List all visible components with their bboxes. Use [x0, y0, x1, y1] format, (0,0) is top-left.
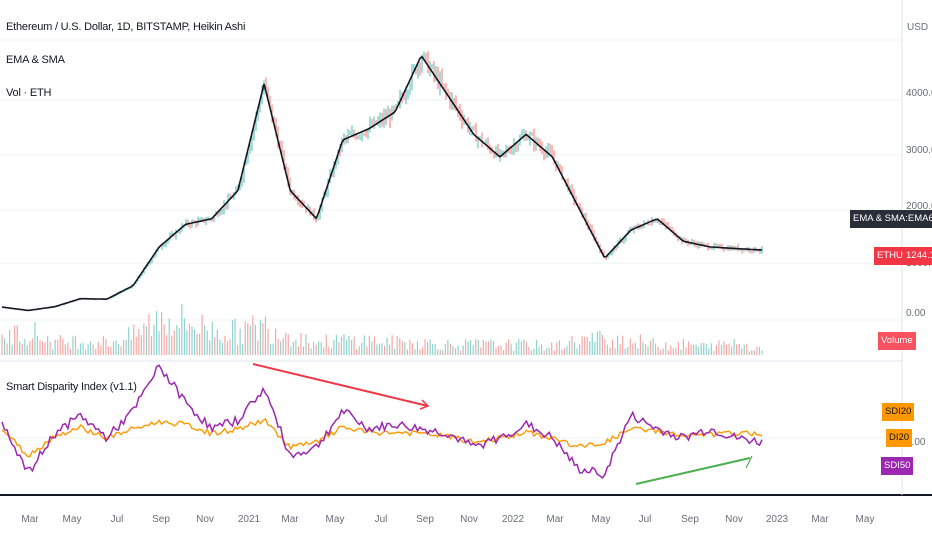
bearish-divergence-arrow: [419, 399, 430, 410]
volume-bars: [1, 303, 763, 355]
time-label: Sep: [152, 514, 170, 525]
time-label: Mar: [281, 514, 299, 525]
time-label: Sep: [416, 514, 434, 525]
osc-zero-tick: 0.00: [906, 437, 926, 448]
time-label: Mar: [21, 514, 39, 525]
symbol-legend[interactable]: Ethereum / U.S. Dollar, 1D, BITSTAMP, He…: [6, 21, 246, 33]
price-tick-3000: 3000.00: [906, 145, 932, 156]
ema-sma-legend[interactable]: EMA & SMA: [6, 54, 65, 66]
price-tick-4000: 4000.00: [906, 88, 932, 99]
time-label: Mar: [546, 514, 564, 525]
ema-sma-line: [1, 55, 763, 312]
time-label: Jul: [374, 514, 388, 525]
ema-sma-tag: EMA & SMA:EMA6: [850, 210, 932, 228]
time-label: May: [855, 514, 875, 525]
di20-tag: DI20: [886, 429, 913, 447]
time-label: Mar: [811, 514, 829, 525]
time-label: May: [62, 514, 82, 525]
time-label: Nov: [725, 514, 743, 525]
time-label: Jul: [110, 514, 124, 525]
currency-label: USD: [907, 22, 929, 33]
time-label: Sep: [681, 514, 699, 525]
time-label: Nov: [460, 514, 478, 525]
price-candles: [1, 50, 763, 311]
bullish-divergence-tick: [745, 455, 753, 469]
sdi20-tag: SDI20: [882, 403, 915, 421]
volume-legend[interactable]: Vol · ETH: [6, 87, 52, 99]
sdi-legend[interactable]: Smart Disparity Index (v1.1): [6, 381, 137, 393]
time-label: May: [325, 514, 345, 525]
time-label: 2023: [765, 514, 789, 525]
sdi50-line: [1, 364, 763, 479]
sdi50-tag: SDI50: [881, 457, 914, 475]
time-label: Nov: [196, 514, 214, 525]
volume-tag: Volume: [878, 332, 916, 350]
bearish-divergence-line: [252, 363, 429, 407]
divergence-lines: [252, 363, 753, 485]
price-tick-2000: 2000.00: [906, 201, 932, 212]
volume-zero-tick: 0.00: [906, 308, 926, 319]
last-price-tag: 1244.10: [903, 247, 932, 265]
time-label: 2022: [501, 514, 525, 525]
time-label: May: [591, 514, 611, 525]
time-label: Jul: [638, 514, 652, 525]
time-label: 2021: [237, 514, 261, 525]
bullish-divergence-line: [635, 457, 751, 485]
sdi20-line: [1, 417, 763, 458]
